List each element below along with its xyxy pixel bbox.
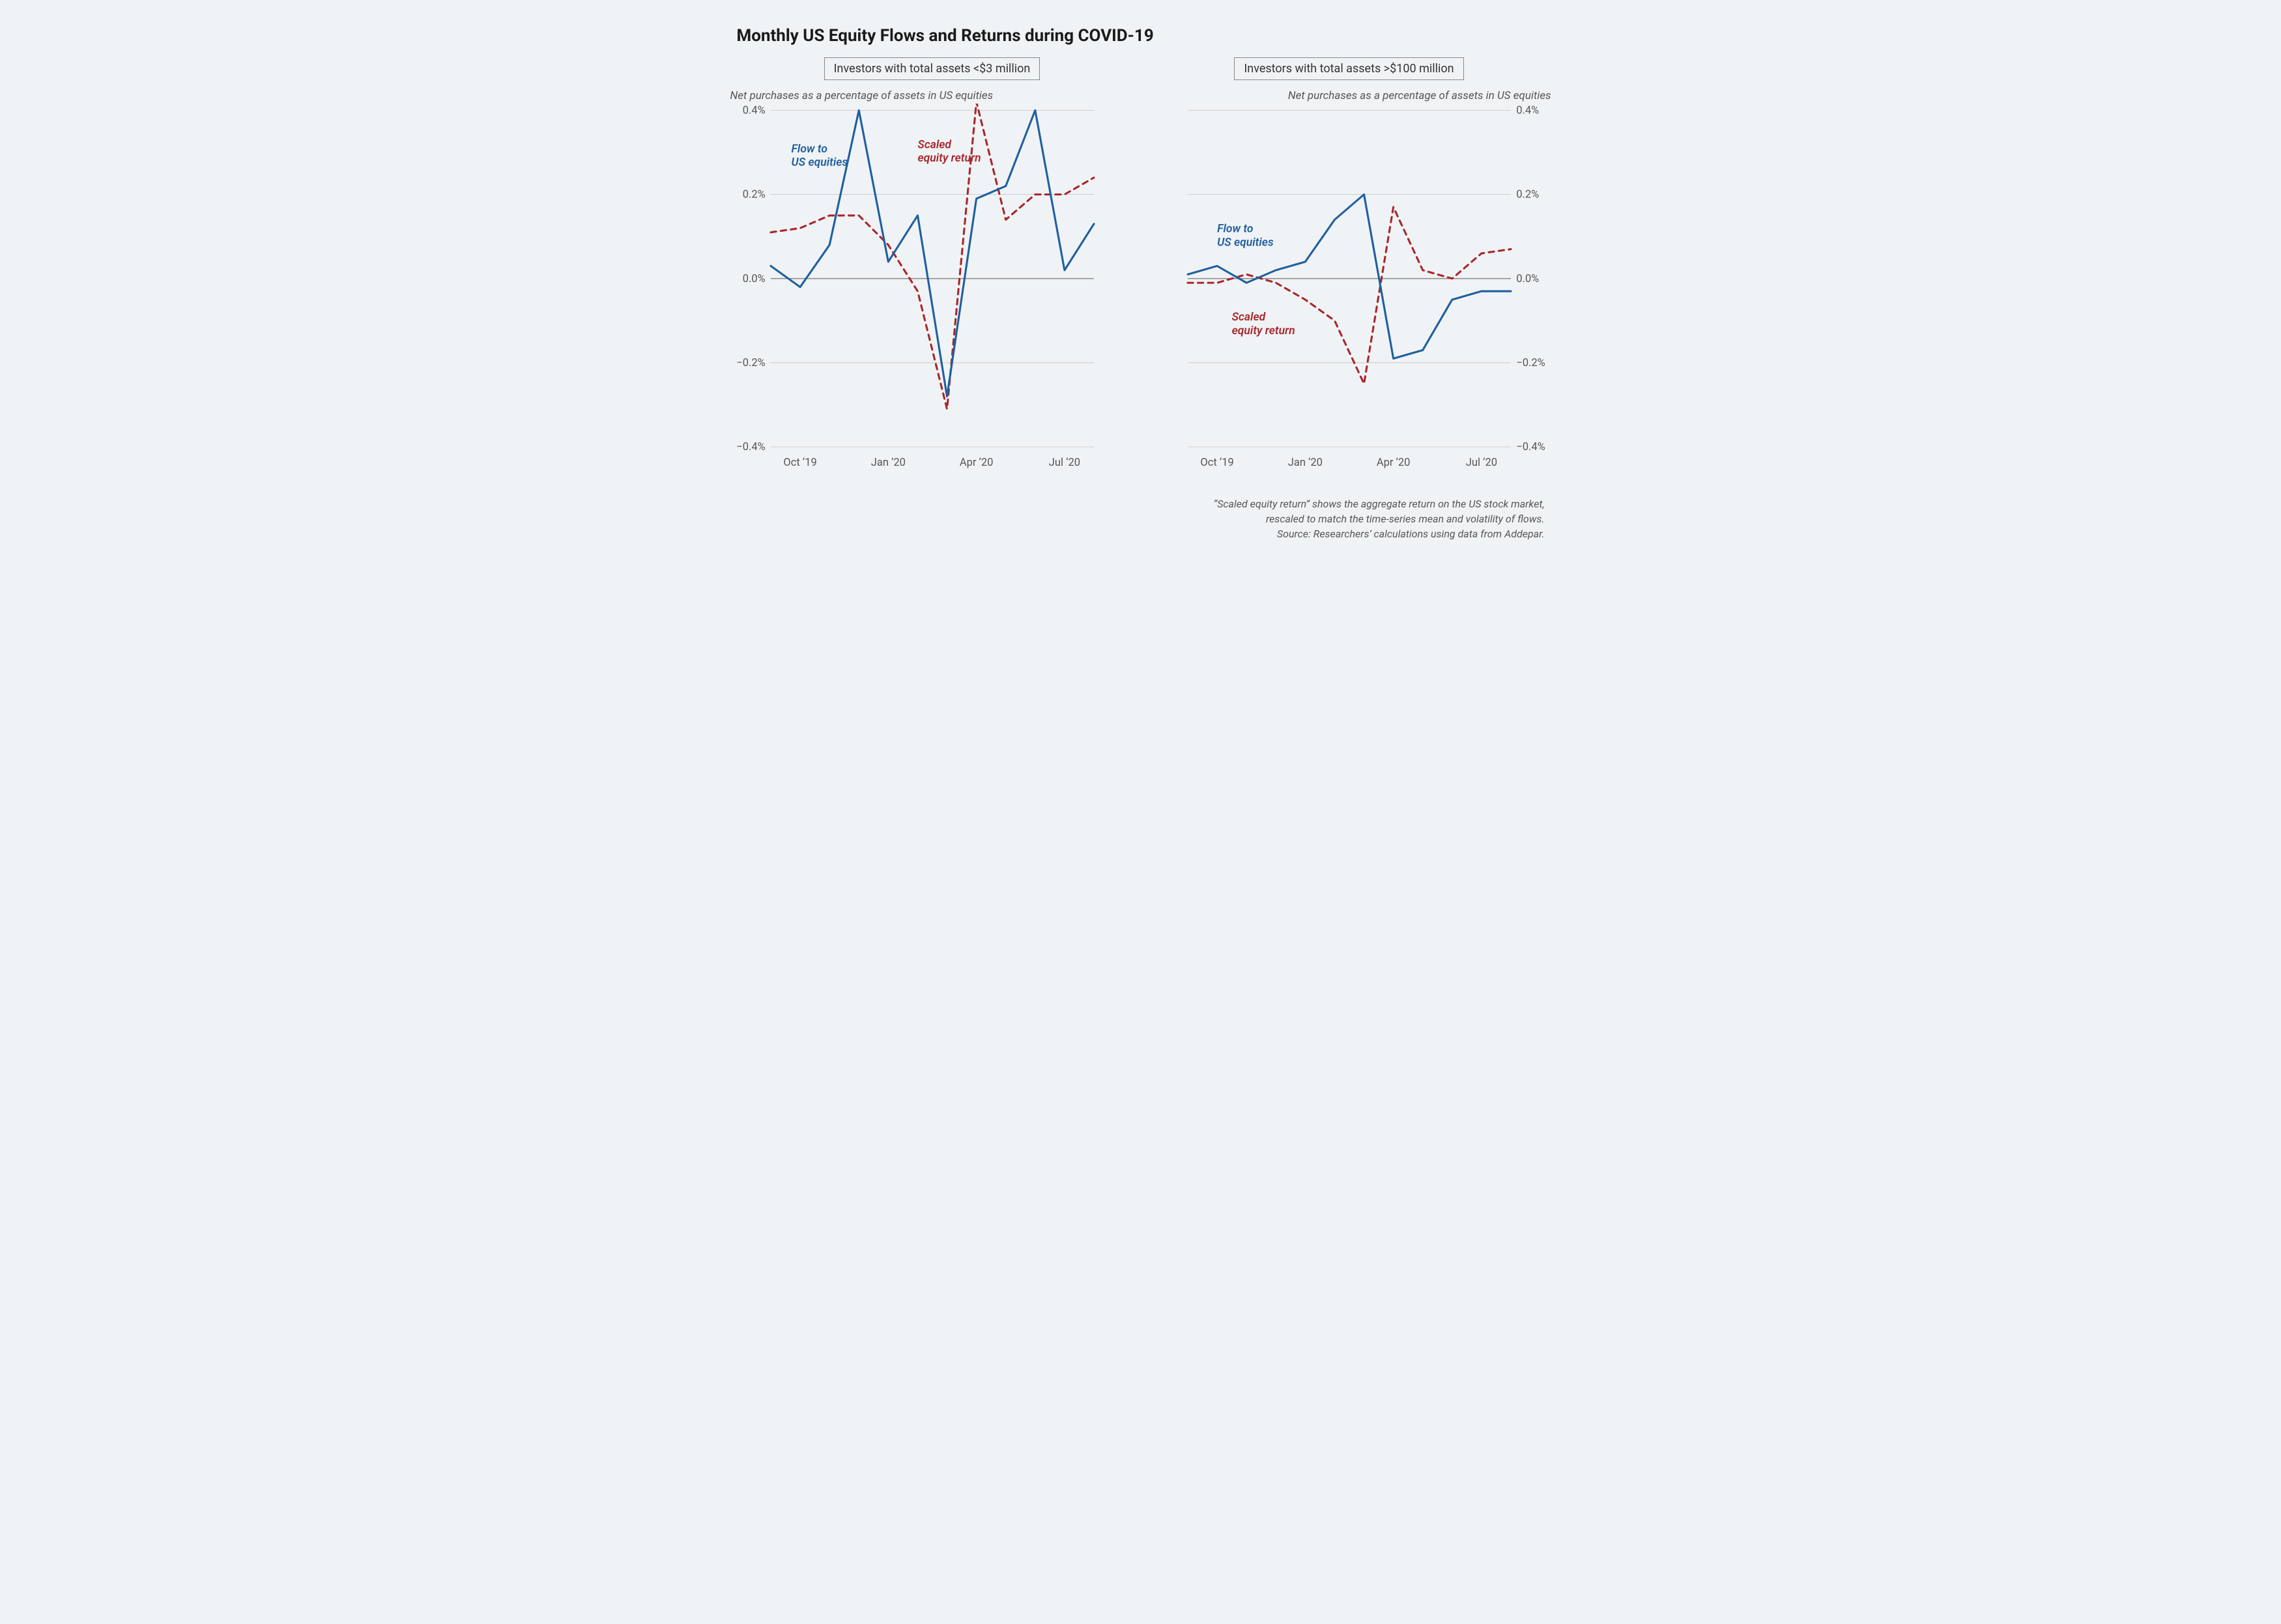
chart-svg-left: −0.4% −0.2% 0.0% 0.2% 0.4% Oct ’19 Jan ’20 Apr … (730, 104, 1134, 481)
y-tick-label: 0.2% (1516, 189, 1539, 201)
chart-title: Monthly US Equity Flows and Returns duri… (730, 26, 1551, 46)
series-annotation: US equities (1217, 236, 1274, 249)
caption-line: “Scaled equity return” shows the aggrega… (730, 496, 1545, 511)
y-tick-label: 0.4% (742, 104, 765, 117)
y-tick-label: 0.0% (1516, 273, 1539, 285)
y-tick-label: −0.4% (736, 441, 765, 453)
panel-right-header: Investors with total assets >$100 millio… (1234, 57, 1463, 80)
y-tick-label: −0.4% (1516, 441, 1545, 453)
series-annotation: equity return (1231, 324, 1295, 337)
series-annotation: Flow to (1217, 223, 1254, 236)
x-tick-label: Jan ’20 (870, 457, 905, 469)
series-annotation: Scaled (1231, 311, 1265, 324)
series-annotation: US equities (791, 156, 848, 169)
x-tick-label: Apr ’20 (1376, 457, 1410, 469)
x-tick-label: Jul ’20 (1048, 457, 1080, 469)
figure-root: Monthly US Equity Flows and Returns duri… (730, 26, 1551, 541)
panel-right: Investors with total assets >$100 millio… (1147, 57, 1551, 481)
x-tick-label: Jan ’20 (1287, 457, 1322, 469)
series-annotation: equity return (917, 152, 981, 165)
panel-left-header: Investors with total assets <$3 million (824, 57, 1040, 80)
caption-line: Source: Researchers’ calculations using … (730, 526, 1545, 541)
panel-right-subtitle: Net purchases as a percentage of assets … (1147, 89, 1551, 102)
y-tick-label: 0.0% (742, 273, 765, 285)
series-annotation: Scaled (917, 138, 951, 151)
panel-right-chart: −0.4% −0.2% 0.0% 0.2% 0.4% Oct ’19 Jan ’20 Apr … (1147, 104, 1551, 481)
y-tick-label: −0.2% (736, 357, 765, 369)
panel-left-chart: −0.4% −0.2% 0.0% 0.2% 0.4% Oct ’19 Jan ’20 Apr … (730, 104, 1134, 481)
panel-left-subtitle: Net purchases as a percentage of assets … (730, 89, 1134, 102)
chart-caption: “Scaled equity return” shows the aggrega… (730, 496, 1551, 542)
y-tick-label: 0.2% (742, 189, 765, 201)
y-tick-label: −0.2% (1516, 357, 1545, 369)
x-tick-label: Oct ’19 (1200, 457, 1233, 469)
y-tick-label: 0.4% (1516, 104, 1539, 117)
chart-svg-right: −0.4% −0.2% 0.0% 0.2% 0.4% Oct ’19 Jan ’20 Apr … (1147, 104, 1551, 481)
panels-row: Investors with total assets <$3 million … (730, 57, 1551, 481)
series-annotation: Flow to (791, 143, 827, 156)
x-tick-label: Oct ’19 (783, 457, 816, 469)
x-tick-label: Apr ’20 (959, 457, 993, 469)
x-tick-label: Jul ’20 (1465, 457, 1497, 469)
panel-left: Investors with total assets <$3 million … (730, 57, 1134, 481)
caption-line: rescaled to match the time-series mean a… (730, 511, 1545, 526)
